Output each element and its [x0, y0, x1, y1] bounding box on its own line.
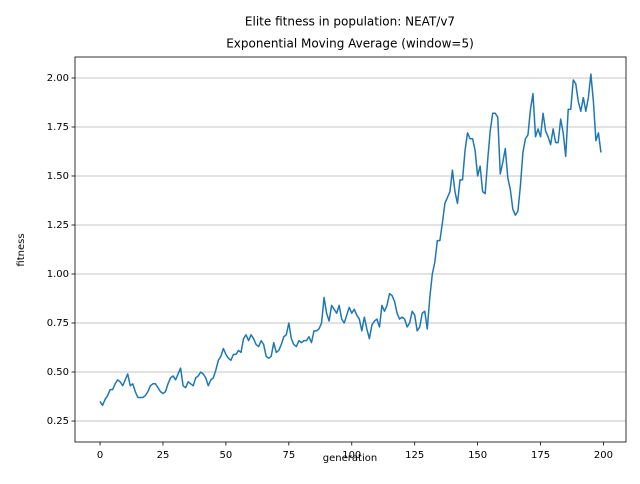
x-tick-label: 150: [468, 450, 487, 461]
x-tick-label: 0: [97, 450, 103, 461]
x-tick-label: 175: [531, 450, 550, 461]
x-tick-label: 75: [282, 450, 295, 461]
y-tick-label: 0.25: [47, 416, 69, 427]
x-tick-label: 125: [405, 450, 424, 461]
y-tick-label: 1.25: [47, 220, 69, 231]
x-axis-label: generation: [323, 453, 377, 464]
x-tick-label: 50: [220, 450, 233, 461]
y-tick-label: 1.75: [47, 122, 69, 133]
y-axis-label: fitness: [16, 233, 27, 266]
chart-subtitle: Exponential Moving Average (window=5): [226, 37, 474, 51]
plot-frame: [74, 56, 627, 443]
y-tick-label: 0.75: [47, 318, 69, 329]
x-tick-label: 100: [342, 450, 361, 461]
y-tick-label: 2.00: [47, 73, 69, 84]
data-line: [99, 73, 602, 407]
y-tick-label: 1.50: [47, 171, 69, 182]
chart-title: Elite fitness in population: NEAT/v7: [245, 15, 455, 29]
x-tick-label: 25: [157, 450, 170, 461]
y-tick-label: 0.50: [47, 367, 69, 378]
y-tick-label: 1.00: [47, 269, 69, 280]
x-tick-label: 200: [594, 450, 613, 461]
